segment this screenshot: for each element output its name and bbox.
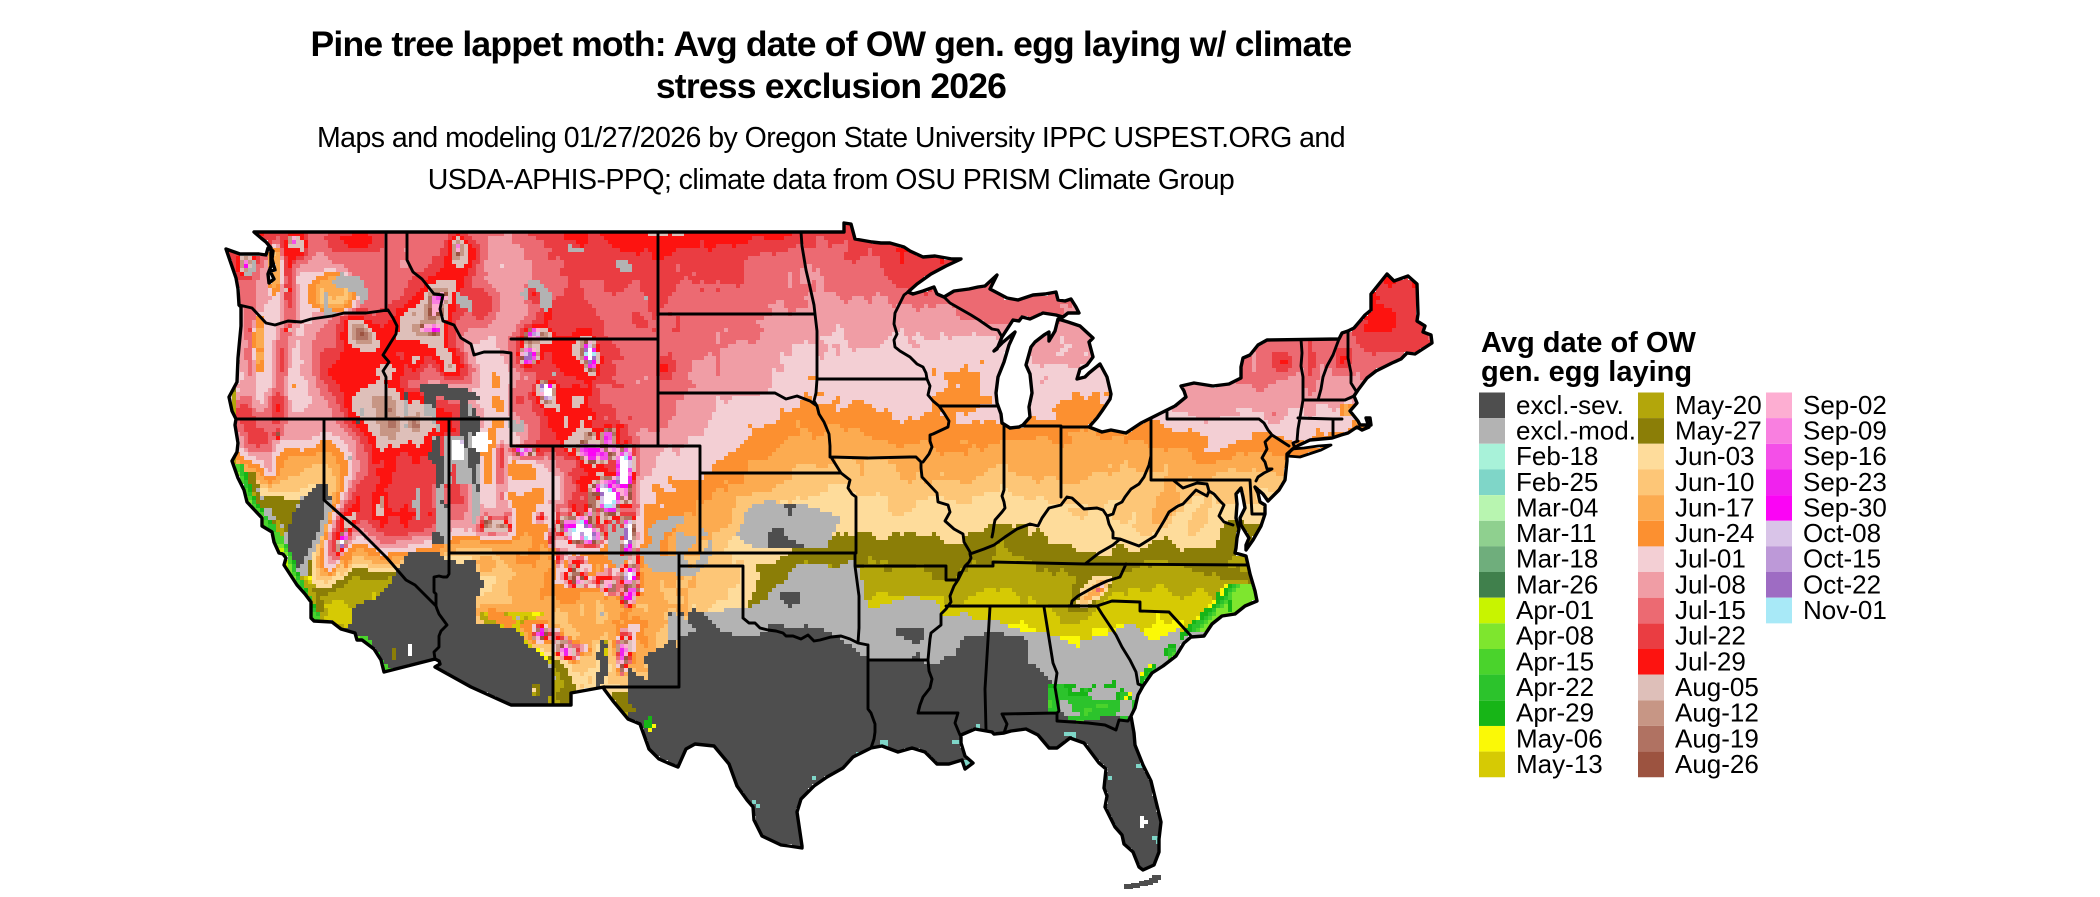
svg-text:Jul-15: Jul-15 bbox=[1675, 595, 1746, 625]
svg-text:excl.-mod.: excl.-mod. bbox=[1516, 416, 1636, 446]
svg-text:Mar-26: Mar-26 bbox=[1516, 569, 1598, 599]
svg-text:Nov-01: Nov-01 bbox=[1803, 595, 1887, 625]
svg-text:Feb-18: Feb-18 bbox=[1516, 441, 1598, 471]
svg-text:Jun-17: Jun-17 bbox=[1675, 492, 1755, 522]
svg-text:Apr-15: Apr-15 bbox=[1516, 646, 1594, 676]
svg-text:gen. egg laying: gen. egg laying bbox=[1481, 356, 1692, 388]
svg-text:Aug-19: Aug-19 bbox=[1675, 723, 1759, 753]
svg-text:May-27: May-27 bbox=[1675, 416, 1762, 446]
svg-text:Jun-03: Jun-03 bbox=[1675, 441, 1755, 471]
svg-text:May-13: May-13 bbox=[1516, 749, 1603, 779]
svg-text:excl.-sev.: excl.-sev. bbox=[1516, 390, 1624, 420]
svg-text:Mar-18: Mar-18 bbox=[1516, 544, 1598, 574]
svg-text:Apr-01: Apr-01 bbox=[1516, 595, 1594, 625]
svg-text:Sep-16: Sep-16 bbox=[1803, 441, 1887, 471]
svg-text:Oct-22: Oct-22 bbox=[1803, 569, 1881, 599]
svg-text:Jul-22: Jul-22 bbox=[1675, 621, 1746, 651]
svg-text:Oct-08: Oct-08 bbox=[1803, 518, 1881, 548]
svg-text:Feb-25: Feb-25 bbox=[1516, 467, 1598, 497]
svg-text:Sep-30: Sep-30 bbox=[1803, 492, 1887, 522]
svg-text:Jul-29: Jul-29 bbox=[1675, 646, 1746, 676]
svg-text:Aug-05: Aug-05 bbox=[1675, 672, 1759, 702]
svg-text:Avg date of OW: Avg date of OW bbox=[1481, 327, 1696, 359]
svg-text:Aug-26: Aug-26 bbox=[1675, 749, 1759, 779]
svg-text:Sep-23: Sep-23 bbox=[1803, 467, 1887, 497]
svg-text:Oct-15: Oct-15 bbox=[1803, 544, 1881, 574]
svg-text:May-20: May-20 bbox=[1675, 390, 1762, 420]
svg-text:Apr-29: Apr-29 bbox=[1516, 698, 1594, 728]
svg-text:Apr-22: Apr-22 bbox=[1516, 672, 1594, 702]
svg-text:Mar-04: Mar-04 bbox=[1516, 492, 1598, 522]
svg-text:Aug-12: Aug-12 bbox=[1675, 698, 1759, 728]
svg-text:Mar-11: Mar-11 bbox=[1516, 518, 1596, 548]
svg-text:Sep-02: Sep-02 bbox=[1803, 390, 1887, 420]
svg-text:May-06: May-06 bbox=[1516, 723, 1603, 753]
svg-text:Jun-10: Jun-10 bbox=[1675, 467, 1755, 497]
svg-text:Jul-01: Jul-01 bbox=[1675, 544, 1746, 574]
svg-text:Jul-08: Jul-08 bbox=[1675, 569, 1746, 599]
svg-text:Apr-08: Apr-08 bbox=[1516, 621, 1594, 651]
svg-text:Jun-24: Jun-24 bbox=[1675, 518, 1755, 548]
svg-text:Sep-09: Sep-09 bbox=[1803, 416, 1887, 446]
